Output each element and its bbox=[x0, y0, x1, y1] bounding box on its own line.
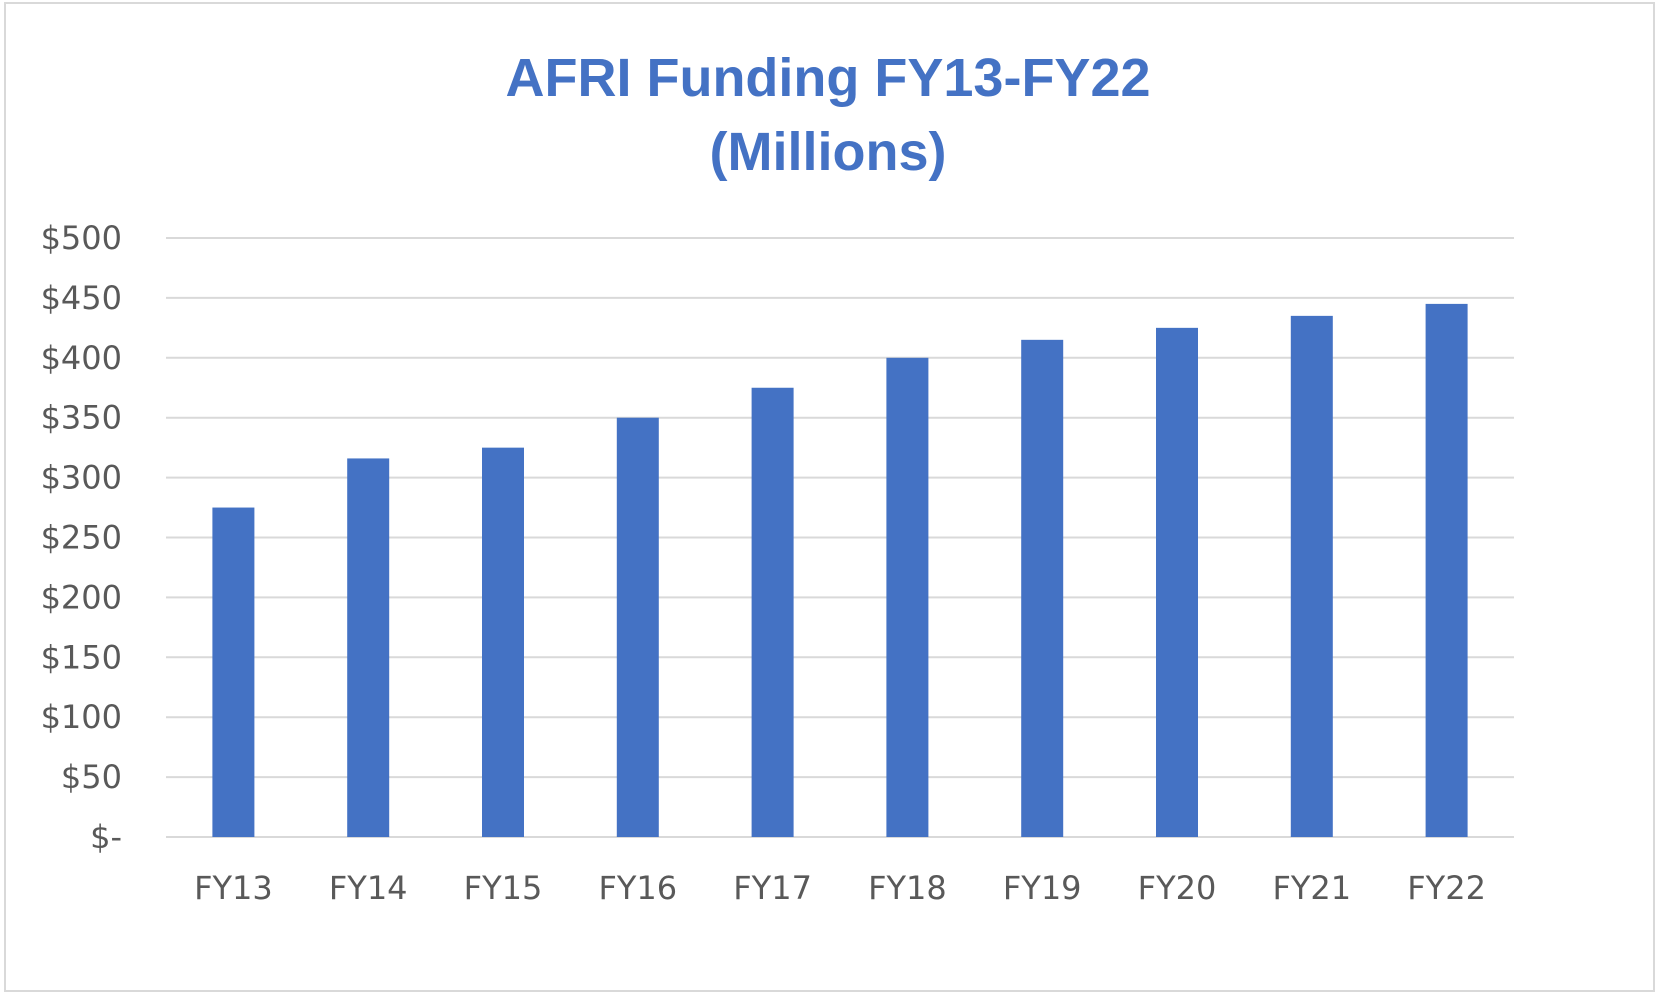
bar-fy19 bbox=[1021, 339, 1064, 837]
y-axis-ticks: $- $50 $100 $150 $200 $250 $300 $350 $400 $450 $50… bbox=[41, 219, 122, 856]
x-tick-label: FY16 bbox=[598, 869, 677, 907]
y-tick-label: $250 bbox=[41, 519, 122, 557]
y-tick-label: $50 bbox=[61, 758, 122, 796]
bar-fy14 bbox=[347, 458, 390, 837]
chart-title-line-1: AFRI Funding FY13-FY22 bbox=[505, 48, 1150, 108]
x-tick-label: FY18 bbox=[868, 869, 947, 907]
gridlines bbox=[166, 237, 1514, 838]
x-tick-label: FY22 bbox=[1407, 869, 1486, 907]
y-tick-label: $400 bbox=[41, 339, 122, 377]
y-tick-label: $- bbox=[90, 818, 122, 856]
bar-fy21 bbox=[1290, 315, 1333, 837]
x-axis-ticks: FY13 FY14 FY15 FY16 FY17 FY18 FY19 FY20 FY21 FY22 bbox=[194, 869, 1486, 907]
bar-fy20 bbox=[1156, 327, 1198, 837]
bar-fy15 bbox=[482, 447, 524, 837]
bar-fy16 bbox=[616, 417, 659, 837]
y-tick-label: $300 bbox=[41, 459, 122, 497]
x-tick-label: FY21 bbox=[1272, 869, 1351, 907]
y-tick-label: $150 bbox=[41, 638, 122, 676]
y-tick-label: $100 bbox=[41, 698, 122, 736]
y-tick-label: $200 bbox=[41, 578, 122, 616]
x-tick-label: FY17 bbox=[733, 869, 812, 907]
chart-frame: AFRI Funding FY13-FY22 (Millions) $- $50 $… bbox=[4, 2, 1655, 992]
y-tick-label: $450 bbox=[41, 279, 122, 317]
bar-fy17 bbox=[751, 387, 794, 837]
x-tick-label: FY13 bbox=[194, 869, 273, 907]
x-tick-label: FY15 bbox=[464, 869, 543, 907]
bar-fy22 bbox=[1425, 303, 1468, 837]
y-tick-label: $350 bbox=[41, 399, 122, 437]
bars bbox=[212, 303, 1468, 837]
x-tick-label: FY14 bbox=[329, 869, 408, 907]
chart-title-line-2: (Millions) bbox=[710, 122, 947, 182]
y-tick-label: $500 bbox=[41, 219, 122, 257]
x-tick-label: FY19 bbox=[1003, 869, 1082, 907]
bar-fy13 bbox=[212, 507, 255, 837]
bar-fy18 bbox=[886, 357, 929, 837]
chart-canvas: AFRI Funding FY13-FY22 (Millions) $-$50$… bbox=[41, 48, 1514, 907]
x-tick-label: FY20 bbox=[1138, 869, 1217, 907]
